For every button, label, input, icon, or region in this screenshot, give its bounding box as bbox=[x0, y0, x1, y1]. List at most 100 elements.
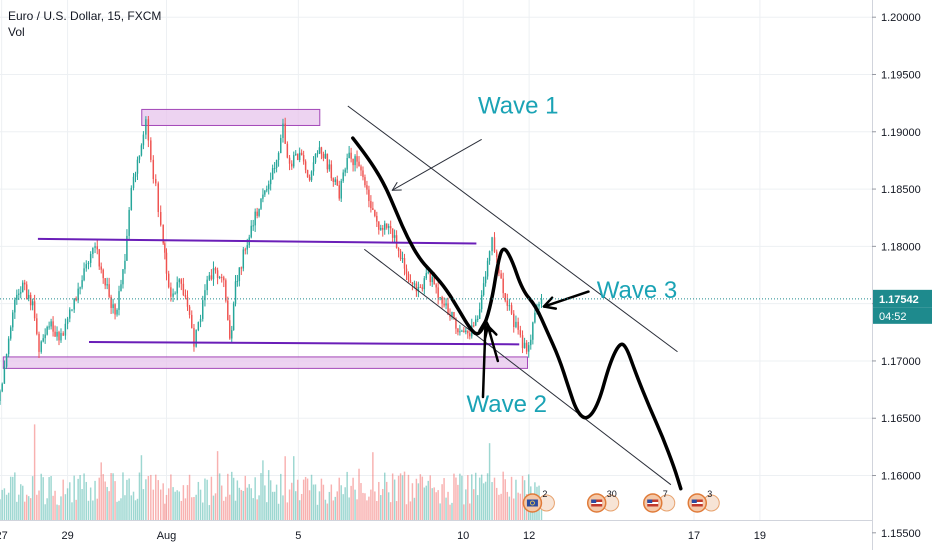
volume-bar bbox=[439, 503, 441, 520]
volume-bar bbox=[246, 487, 248, 520]
volume-bar bbox=[256, 499, 258, 520]
volume-bar bbox=[250, 488, 252, 520]
countdown-box bbox=[873, 307, 932, 324]
volume-bar bbox=[391, 473, 394, 520]
candle-body bbox=[138, 155, 141, 160]
candle-body bbox=[9, 327, 12, 339]
volume-bar bbox=[431, 488, 433, 520]
candle-body bbox=[463, 330, 465, 333]
volume-bar bbox=[3, 488, 6, 520]
volume-bar bbox=[510, 476, 513, 520]
candle-body bbox=[250, 225, 252, 238]
candle-body bbox=[178, 279, 180, 283]
candle-body bbox=[304, 161, 307, 170]
candle-body bbox=[527, 345, 530, 352]
candle-body bbox=[413, 283, 416, 285]
candle-body bbox=[128, 209, 130, 236]
candle-body bbox=[324, 153, 327, 159]
candle-body bbox=[391, 228, 394, 238]
event-badge[interactable]: 30 bbox=[586, 489, 620, 513]
volume-label[interactable]: Vol bbox=[8, 25, 25, 39]
candle-body bbox=[54, 331, 56, 337]
volume-bar bbox=[338, 477, 340, 520]
volume-bar bbox=[178, 491, 180, 520]
flag-base bbox=[526, 499, 538, 507]
candle-body bbox=[401, 258, 404, 260]
volume-bar bbox=[504, 479, 506, 520]
candles-layer bbox=[0, 115, 543, 405]
candle-body bbox=[352, 158, 354, 166]
volume-bar bbox=[401, 475, 404, 520]
volume-bar bbox=[277, 503, 280, 520]
candle-body bbox=[523, 342, 526, 349]
volume-bar bbox=[330, 484, 333, 520]
candle-body bbox=[368, 189, 370, 202]
volume-bar bbox=[443, 478, 445, 520]
volume-bar bbox=[27, 496, 30, 520]
arrow-head bbox=[391, 182, 398, 191]
volume-bar bbox=[498, 494, 500, 520]
volume-bar bbox=[515, 479, 517, 520]
arrow-shaft bbox=[481, 319, 487, 399]
volume-bar bbox=[62, 479, 64, 520]
volume-bar bbox=[9, 476, 12, 520]
event-badge[interactable]: 2 bbox=[522, 489, 555, 513]
candle-body bbox=[106, 284, 108, 286]
price-tick-label: 1.18500 bbox=[881, 184, 921, 196]
candle-body bbox=[22, 282, 24, 293]
volume-bar bbox=[449, 504, 451, 520]
candle-body bbox=[195, 330, 197, 347]
volume-bar bbox=[242, 490, 245, 520]
volume-bar bbox=[340, 485, 342, 520]
candle-body bbox=[405, 268, 408, 274]
candle-body bbox=[439, 297, 441, 299]
volume-bar bbox=[7, 492, 10, 520]
candle-body bbox=[81, 280, 83, 288]
volume-bar bbox=[227, 473, 229, 520]
candle-body bbox=[441, 297, 443, 304]
candle-body bbox=[266, 189, 268, 191]
candle-body bbox=[417, 286, 420, 292]
candle-body bbox=[89, 253, 92, 263]
volume-bar bbox=[98, 477, 100, 520]
volume-bar bbox=[64, 494, 67, 520]
candle-body bbox=[132, 176, 135, 188]
volume-bar bbox=[320, 478, 323, 520]
candle-body bbox=[152, 159, 155, 180]
time-tick-label: 17 bbox=[688, 530, 700, 542]
volume-bar bbox=[159, 489, 162, 520]
volume-bar bbox=[457, 484, 459, 520]
candle-body bbox=[204, 290, 206, 301]
event-badge[interactable]: 7 bbox=[643, 489, 676, 513]
candle-body bbox=[18, 293, 20, 295]
candle-body bbox=[395, 235, 398, 249]
volume-bar bbox=[314, 484, 317, 520]
forecast-wave-path bbox=[351, 136, 683, 491]
volume-bar bbox=[271, 491, 274, 520]
candle-body bbox=[130, 187, 133, 210]
volume-bar bbox=[40, 473, 42, 520]
candle-body bbox=[476, 318, 479, 320]
volume-bar bbox=[384, 472, 386, 520]
volume-bar bbox=[38, 490, 40, 520]
current-price-label: 1.17542 bbox=[879, 294, 919, 306]
volume-bar bbox=[378, 481, 380, 520]
volume-bar bbox=[184, 498, 187, 520]
candle-body bbox=[443, 303, 445, 306]
candle-body bbox=[258, 208, 260, 216]
candle-body bbox=[393, 235, 396, 238]
candle-body bbox=[378, 221, 380, 230]
symbol-line[interactable]: Euro / U.S. Dollar, 15, FXCM bbox=[8, 9, 162, 23]
candle-body bbox=[116, 309, 118, 315]
event-badge[interactable]: 3 bbox=[687, 489, 720, 513]
volume-bar bbox=[104, 481, 106, 520]
volume-bar bbox=[25, 494, 28, 520]
candle-body bbox=[134, 173, 137, 177]
candle-body bbox=[71, 309, 73, 311]
candle-body bbox=[350, 152, 352, 159]
volume-bar bbox=[258, 495, 260, 520]
volume-bar bbox=[23, 501, 26, 520]
candle-body bbox=[482, 283, 485, 296]
